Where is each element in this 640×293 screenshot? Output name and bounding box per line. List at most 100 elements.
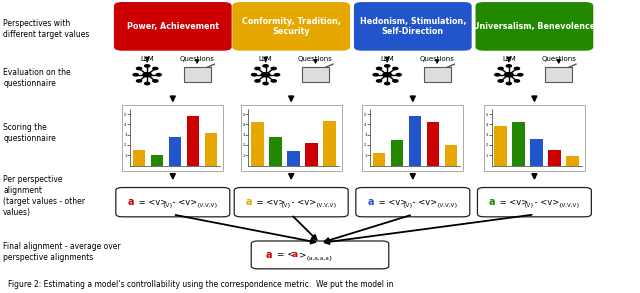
Text: LLM: LLM	[259, 56, 273, 62]
Circle shape	[385, 82, 390, 85]
Circle shape	[373, 74, 378, 76]
Text: = <v>: = <v>	[497, 198, 529, 207]
Bar	[566, 156, 579, 166]
Circle shape	[498, 67, 503, 70]
FancyBboxPatch shape	[302, 67, 329, 82]
Text: >: >	[300, 251, 307, 259]
Circle shape	[145, 65, 150, 67]
FancyBboxPatch shape	[116, 188, 230, 217]
Text: {V}: {V}	[280, 202, 291, 207]
Text: - <v>: - <v>	[170, 198, 198, 207]
Circle shape	[255, 67, 260, 70]
Bar	[150, 155, 163, 166]
Circle shape	[506, 65, 511, 67]
Text: = <v>: = <v>	[376, 198, 407, 207]
Text: LLM: LLM	[140, 56, 154, 62]
Circle shape	[498, 80, 503, 82]
Circle shape	[271, 80, 276, 82]
Text: LLM: LLM	[380, 56, 394, 62]
FancyBboxPatch shape	[362, 105, 463, 171]
Text: LLM: LLM	[502, 56, 516, 62]
Circle shape	[376, 80, 381, 82]
FancyBboxPatch shape	[356, 188, 470, 217]
FancyBboxPatch shape	[545, 67, 572, 82]
Bar	[531, 139, 543, 166]
FancyBboxPatch shape	[122, 105, 223, 171]
Bar	[427, 122, 440, 166]
Circle shape	[153, 80, 158, 82]
Text: a: a	[127, 197, 134, 207]
FancyBboxPatch shape	[241, 105, 342, 171]
Circle shape	[145, 82, 150, 85]
FancyBboxPatch shape	[184, 67, 211, 82]
Text: Questions: Questions	[180, 56, 214, 62]
Circle shape	[515, 80, 520, 82]
Bar	[409, 116, 421, 166]
Circle shape	[275, 74, 280, 76]
Text: = <v>: = <v>	[254, 198, 285, 207]
Circle shape	[261, 73, 270, 77]
Bar	[494, 127, 507, 166]
Bar	[269, 137, 282, 166]
Circle shape	[153, 67, 158, 70]
Bar	[187, 116, 200, 166]
Bar	[445, 145, 458, 166]
Text: a: a	[246, 197, 252, 207]
Circle shape	[263, 65, 268, 67]
Text: Universalism, Benevolence: Universalism, Benevolence	[473, 22, 596, 31]
Text: {V,V,V}: {V,V,V}	[196, 202, 218, 207]
FancyBboxPatch shape	[476, 2, 593, 51]
Circle shape	[506, 82, 511, 85]
Text: = <v>: = <v>	[136, 198, 167, 207]
Text: {V,V,V}: {V,V,V}	[315, 202, 337, 207]
FancyBboxPatch shape	[234, 188, 348, 217]
Bar	[390, 140, 403, 166]
Text: {V}: {V}	[162, 202, 173, 207]
Circle shape	[515, 67, 520, 70]
Bar	[169, 137, 181, 166]
Text: Power, Achievement: Power, Achievement	[127, 22, 219, 31]
Circle shape	[376, 67, 381, 70]
Text: Figure 2: Estimating a model’s controllability using the correspondence metric. : Figure 2: Estimating a model’s controlla…	[8, 280, 393, 289]
FancyBboxPatch shape	[484, 105, 585, 171]
Text: a: a	[367, 197, 374, 207]
Circle shape	[156, 74, 161, 76]
Text: {a,a,a,a}: {a,a,a,a}	[305, 255, 333, 260]
Circle shape	[383, 73, 392, 77]
Circle shape	[393, 80, 398, 82]
Text: Conformity, Tradition,
Security: Conformity, Tradition, Security	[242, 17, 340, 36]
Text: - <v>: - <v>	[410, 198, 438, 207]
Text: Hedonism, Stimulation,
Self-Direction: Hedonism, Stimulation, Self-Direction	[360, 17, 466, 36]
Bar	[132, 150, 145, 166]
Circle shape	[504, 73, 513, 77]
Circle shape	[136, 80, 141, 82]
FancyBboxPatch shape	[114, 2, 232, 51]
FancyBboxPatch shape	[251, 241, 388, 269]
FancyBboxPatch shape	[424, 67, 451, 82]
Text: a: a	[489, 197, 495, 207]
Circle shape	[263, 82, 268, 85]
Circle shape	[255, 80, 260, 82]
FancyBboxPatch shape	[477, 188, 591, 217]
Circle shape	[518, 74, 523, 76]
Circle shape	[385, 65, 390, 67]
Circle shape	[396, 74, 401, 76]
Text: Per perspective
alignment
(target values - other
values): Per perspective alignment (target values…	[3, 175, 85, 217]
Text: - <v>: - <v>	[532, 198, 559, 207]
Text: Questions: Questions	[541, 56, 576, 62]
Text: {V}: {V}	[402, 202, 413, 207]
Circle shape	[495, 74, 500, 76]
Text: Evaluation on the
questionnaire: Evaluation on the questionnaire	[3, 68, 71, 88]
Text: {V}: {V}	[524, 202, 534, 207]
Text: Scoring the
questionnaire: Scoring the questionnaire	[3, 123, 56, 143]
Bar	[251, 122, 264, 166]
Text: Final alignment - average over
perspective alignments: Final alignment - average over perspecti…	[3, 242, 121, 262]
Bar	[548, 150, 561, 166]
Text: Questions: Questions	[298, 56, 333, 62]
Bar	[205, 133, 218, 166]
Bar	[287, 151, 300, 166]
Circle shape	[271, 67, 276, 70]
Text: - <v>: - <v>	[289, 198, 316, 207]
Bar	[512, 122, 525, 166]
Text: a: a	[265, 250, 272, 260]
